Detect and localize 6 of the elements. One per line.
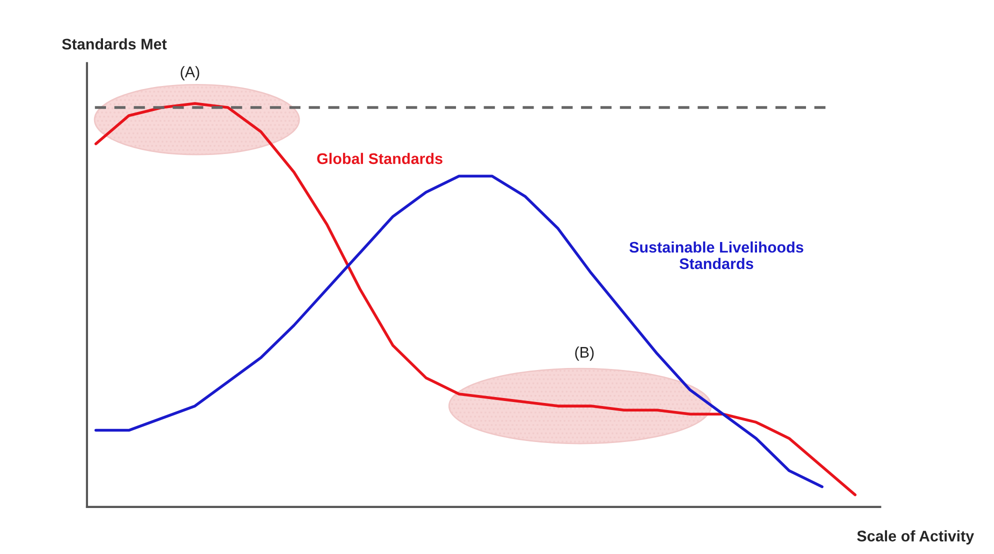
x-axis-title: Scale of Activity <box>857 530 974 544</box>
text: Sustainable Livelihoods Standards <box>629 241 804 270</box>
series-label: Global Standards <box>317 152 442 164</box>
annotation: (B) <box>575 346 594 361</box>
y-axis-title: Standards Met <box>62 38 167 50</box>
text: (A) <box>180 66 200 80</box>
